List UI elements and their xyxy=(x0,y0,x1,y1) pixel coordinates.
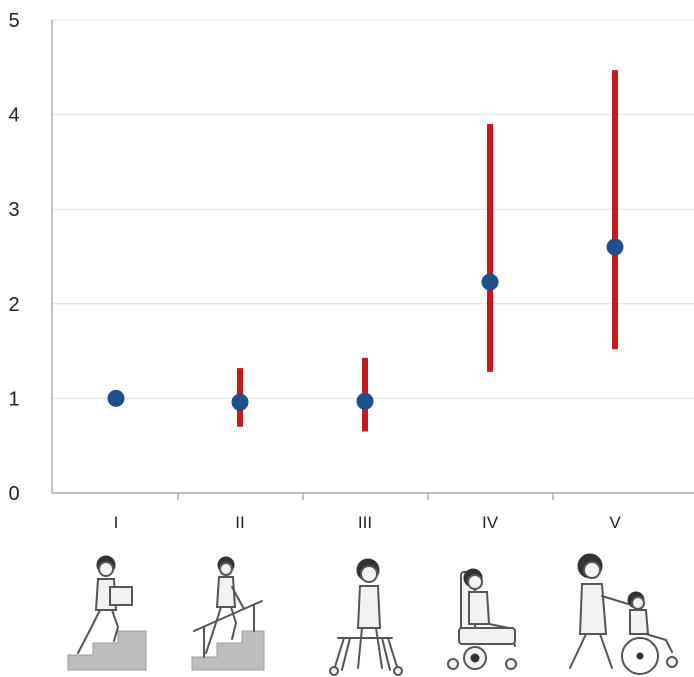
error-bars xyxy=(237,70,618,432)
illustrations xyxy=(67,553,678,676)
child-carrying-box-on-stairs-icon xyxy=(67,555,147,671)
x-tick-label: II xyxy=(235,513,244,532)
data-point xyxy=(606,238,624,256)
y-tick-label: 1 xyxy=(8,388,19,410)
y-tick-label: 4 xyxy=(8,105,19,127)
x-tick-label: III xyxy=(358,513,372,532)
data-point xyxy=(356,392,374,410)
data-points xyxy=(107,238,624,411)
y-tick-label: 3 xyxy=(8,199,19,221)
x-tick-label: IV xyxy=(482,513,499,532)
y-tick-label: 2 xyxy=(8,294,19,316)
y-tick-label: 5 xyxy=(8,10,19,32)
child-in-powered-wheelchair-icon xyxy=(447,568,517,670)
y-tick-labels: 0 1 2 3 4 5 xyxy=(8,10,19,505)
gridlines xyxy=(52,19,694,500)
data-point xyxy=(231,393,249,411)
data-point xyxy=(481,273,499,291)
x-tick-label: I xyxy=(114,513,119,532)
data-point xyxy=(107,389,125,407)
child-in-wheelchair-pushed-by-adult-icon xyxy=(569,553,678,675)
child-climbing-stairs-with-railing-icon xyxy=(191,556,265,671)
child-with-walker-icon xyxy=(329,558,403,676)
x-tick-label: V xyxy=(609,513,621,532)
y-tick-label: 0 xyxy=(8,483,19,505)
x-tick-labels: I II III IV V xyxy=(114,513,622,532)
